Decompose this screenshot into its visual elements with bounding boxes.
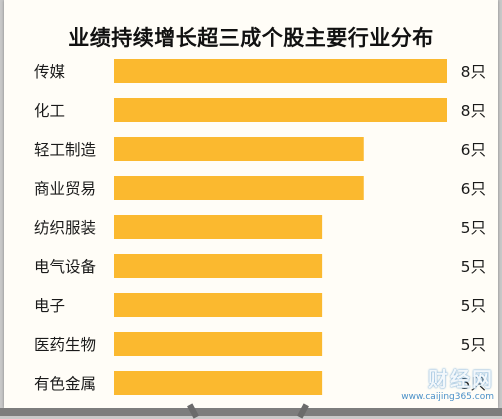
bar xyxy=(114,293,323,317)
bar xyxy=(114,254,323,278)
category-label: 商业贸易 xyxy=(34,180,96,198)
value-label: 6只 xyxy=(461,141,486,159)
watermark: 财经网 www.caijing365.com xyxy=(401,363,494,402)
bar xyxy=(114,137,364,161)
watermark-logo-text: 财经网 xyxy=(428,367,494,391)
chart-board: 业绩持续增长超三成个股主要行业分布 传媒 8只 化工 8只 轻工制造 6只 商业贸易 6只 纺织… xyxy=(4,0,498,408)
category-label: 纺织服装 xyxy=(34,219,96,237)
bar xyxy=(114,371,323,395)
category-label: 轻工制造 xyxy=(34,141,97,159)
bar xyxy=(114,332,323,356)
bar xyxy=(114,98,447,122)
category-label: 有色金属 xyxy=(34,375,96,393)
value-label: 6只 xyxy=(461,180,486,198)
bar xyxy=(114,215,323,239)
category-label: 化工 xyxy=(34,102,65,120)
value-label: 5只 xyxy=(461,219,486,237)
board-stand xyxy=(0,408,502,416)
bar xyxy=(114,176,364,200)
watermark-url: www.caijing365.com xyxy=(401,392,494,402)
value-label: 5只 xyxy=(461,375,486,393)
value-label: 5只 xyxy=(461,258,486,276)
value-label: 5只 xyxy=(461,297,486,315)
chart-title: 业绩持续增长超三成个股主要行业分布 xyxy=(68,26,434,50)
category-label: 电气设备 xyxy=(34,258,97,276)
category-label: 医药生物 xyxy=(34,336,96,354)
value-label: 8只 xyxy=(461,63,486,81)
value-label: 5只 xyxy=(461,336,486,354)
category-label: 传媒 xyxy=(34,63,66,81)
bar xyxy=(114,59,447,83)
value-label: 8只 xyxy=(461,102,486,120)
category-label: 电子 xyxy=(34,297,65,315)
